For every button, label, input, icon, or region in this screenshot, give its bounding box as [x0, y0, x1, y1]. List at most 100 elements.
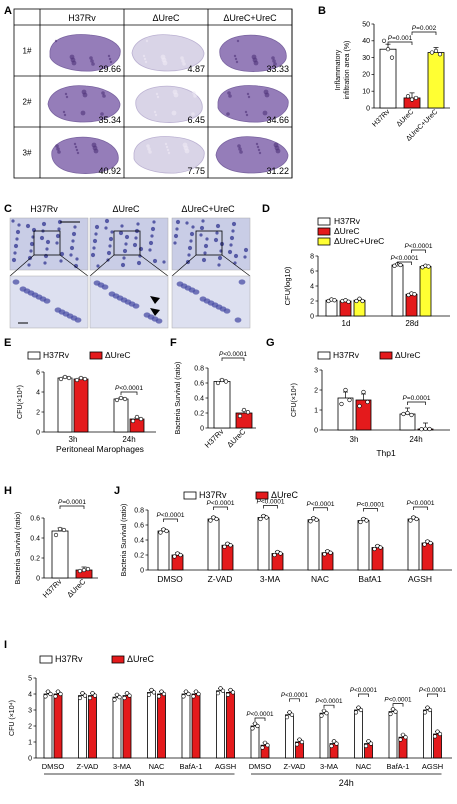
- tissue-texture: [235, 60, 239, 64]
- tissue-texture: [227, 91, 231, 95]
- x-tick-label: 24h: [409, 435, 422, 444]
- data-point: [289, 712, 295, 717]
- data-point: [219, 377, 225, 383]
- data-point: [57, 526, 63, 532]
- legend-swatch: [39, 655, 53, 664]
- cell-nucleus: [199, 296, 207, 302]
- x-tick-label: 3-MA: [113, 762, 131, 771]
- cell-nucleus: [217, 255, 223, 261]
- data-point: [409, 97, 415, 102]
- tissue-texture: [75, 148, 79, 152]
- cell-nucleus: [104, 218, 110, 224]
- cell-nucleus: [15, 229, 21, 235]
- legend-label: H37Rv: [43, 350, 70, 360]
- tissue-texture: [148, 150, 152, 154]
- x-tick-label: Z-VAD: [77, 762, 100, 771]
- lung-section-image: [51, 136, 119, 174]
- infiltration-value: 31.22: [266, 166, 289, 176]
- data-point: [414, 516, 419, 522]
- data-point: [112, 697, 117, 702]
- cell-nucleus: [215, 223, 221, 229]
- data-point: [278, 551, 283, 556]
- zoom-line: [139, 254, 169, 277]
- tissue-texture: [65, 95, 69, 99]
- data-point: [77, 695, 83, 701]
- tissue-texture: [74, 145, 78, 149]
- data-point: [45, 689, 51, 694]
- cell-nucleus: [229, 235, 235, 241]
- data-point: [85, 566, 91, 572]
- tissue-texture: [238, 147, 242, 151]
- cell-nucleus: [59, 259, 63, 263]
- cell-nucleus: [175, 219, 181, 225]
- cell-nucleus: [17, 223, 21, 227]
- significance-bracket: [254, 717, 266, 721]
- tissue-texture: [167, 151, 171, 155]
- x-tick-label: H37Rv: [371, 108, 391, 128]
- data-point: [423, 426, 428, 431]
- data-point: [428, 540, 433, 546]
- cell-nucleus: [227, 249, 233, 255]
- cell-nucleus: [93, 280, 101, 286]
- bar: [181, 693, 191, 759]
- cell-nucleus: [94, 224, 100, 230]
- lung-section-image: [215, 136, 289, 174]
- zoom-line: [171, 254, 197, 277]
- data-point: [408, 518, 413, 523]
- legend-label: ΔUreC: [127, 654, 155, 664]
- cell-nucleus: [122, 256, 126, 260]
- lung-tissue: [49, 34, 121, 72]
- tissue-texture: [181, 59, 185, 63]
- data-point: [186, 691, 191, 697]
- data-point: [308, 519, 313, 524]
- data-point: [321, 708, 327, 713]
- significance-bracket: [413, 506, 428, 510]
- cell-nucleus: [148, 240, 154, 246]
- x-tick-label: AGSH: [408, 574, 432, 584]
- tissue-texture: [236, 39, 240, 43]
- data-point: [250, 726, 255, 731]
- cell-nucleus: [238, 279, 246, 285]
- tissue-texture: [108, 57, 112, 61]
- cell-nucleus: [191, 225, 195, 229]
- significance-bracket: [407, 401, 426, 405]
- data-point: [329, 743, 334, 749]
- tissue-texture: [245, 113, 249, 117]
- lung-section-image: [49, 34, 121, 72]
- panel-label-J: J: [114, 485, 120, 497]
- y-tick-label: 3: [28, 707, 32, 714]
- cell-nucleus: [94, 232, 98, 236]
- cell-nucleus: [122, 248, 128, 254]
- y-tick-label: 4: [28, 691, 32, 698]
- y-axis-label: CFU (×10⁴): [9, 700, 16, 736]
- tissue-texture: [100, 112, 104, 116]
- p-value-label: P<0.0001: [315, 698, 343, 705]
- p-value-label: P<0.0001: [256, 499, 284, 506]
- data-point: [149, 687, 154, 693]
- significance-bracket: [427, 693, 438, 697]
- data-point: [156, 694, 162, 699]
- data-point: [322, 552, 327, 557]
- y-tick-label: 8: [310, 253, 314, 260]
- cell-nucleus: [96, 264, 100, 268]
- zoom-line: [9, 254, 35, 277]
- bar: [112, 696, 122, 759]
- tissue-texture: [144, 60, 148, 64]
- y-tick-label: 0: [310, 313, 314, 320]
- y-tick-label: 2: [314, 387, 318, 394]
- cell-nucleus: [124, 242, 128, 246]
- cell-nucleus: [187, 245, 193, 251]
- tissue-texture: [273, 142, 279, 148]
- data-point: [77, 568, 83, 574]
- cell-nucleus: [108, 236, 114, 242]
- panel-label-I: I: [4, 639, 7, 651]
- column-header: ΔUreC: [112, 204, 140, 214]
- data-point: [361, 389, 366, 395]
- tissue-texture: [154, 113, 158, 117]
- data-point: [161, 691, 167, 697]
- panel-label-B: B: [318, 5, 326, 17]
- bar: [357, 520, 370, 571]
- p-value-label: P=0.0001: [402, 395, 430, 402]
